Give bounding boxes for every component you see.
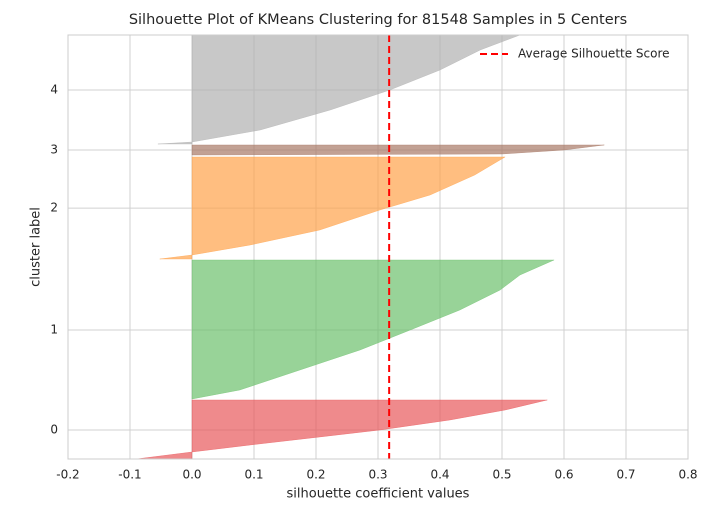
x-tick-label: -0.1: [118, 468, 141, 482]
x-tick-label: 0.4: [430, 468, 449, 482]
cluster-silhouette: [136, 399, 548, 459]
x-tick-label: 0.3: [368, 468, 387, 482]
cluster-silhouette: [159, 156, 507, 260]
x-tick-label: 0.0: [182, 468, 201, 482]
x-tick-label: 0.7: [616, 468, 635, 482]
x-tick-label: 0.8: [678, 468, 697, 482]
cluster-silhouette: [191, 259, 555, 400]
y-axis-label: cluster label: [29, 207, 44, 287]
chart-title: Silhouette Plot of KMeans Clustering for…: [129, 12, 627, 28]
x-tick-label: 0.5: [492, 468, 511, 482]
y-tick-label: 1: [50, 323, 58, 337]
legend-label: Average Silhouette Score: [518, 47, 670, 61]
y-tick-label: 0: [50, 423, 58, 437]
x-axis-label: silhouette coefficient values: [287, 487, 470, 502]
plot-frame: [67, 34, 689, 460]
x-tick-label: 0.1: [244, 468, 263, 482]
x-tick-label: 0.6: [554, 468, 573, 482]
y-tick-label: 3: [50, 143, 58, 157]
x-tick-label: -0.2: [56, 468, 79, 482]
y-tick-label: 2: [50, 201, 58, 215]
x-tick-label: 0.2: [306, 468, 325, 482]
cluster-silhouette: [191, 144, 605, 156]
y-tick-label: 4: [50, 83, 58, 97]
